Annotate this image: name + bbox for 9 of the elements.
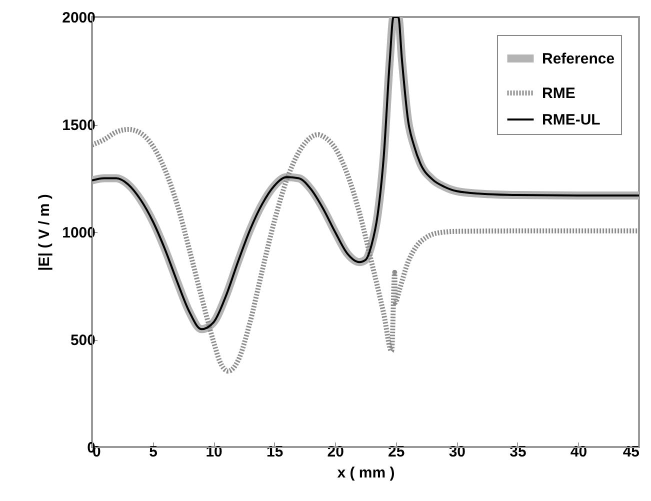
legend-label: RME xyxy=(542,85,576,102)
y-axis-title: |E| ( V / m ) xyxy=(36,194,54,271)
y-tick-label: 500 xyxy=(70,332,96,349)
legend-label: RME-UL xyxy=(542,112,600,128)
x-axis-title: x ( mm ) xyxy=(337,464,395,482)
y-tick-label: 2000 xyxy=(62,10,96,26)
legend-label: Reference xyxy=(542,50,615,68)
y-tick-label: 1500 xyxy=(62,117,96,134)
y-tick-label: 1000 xyxy=(62,224,96,242)
